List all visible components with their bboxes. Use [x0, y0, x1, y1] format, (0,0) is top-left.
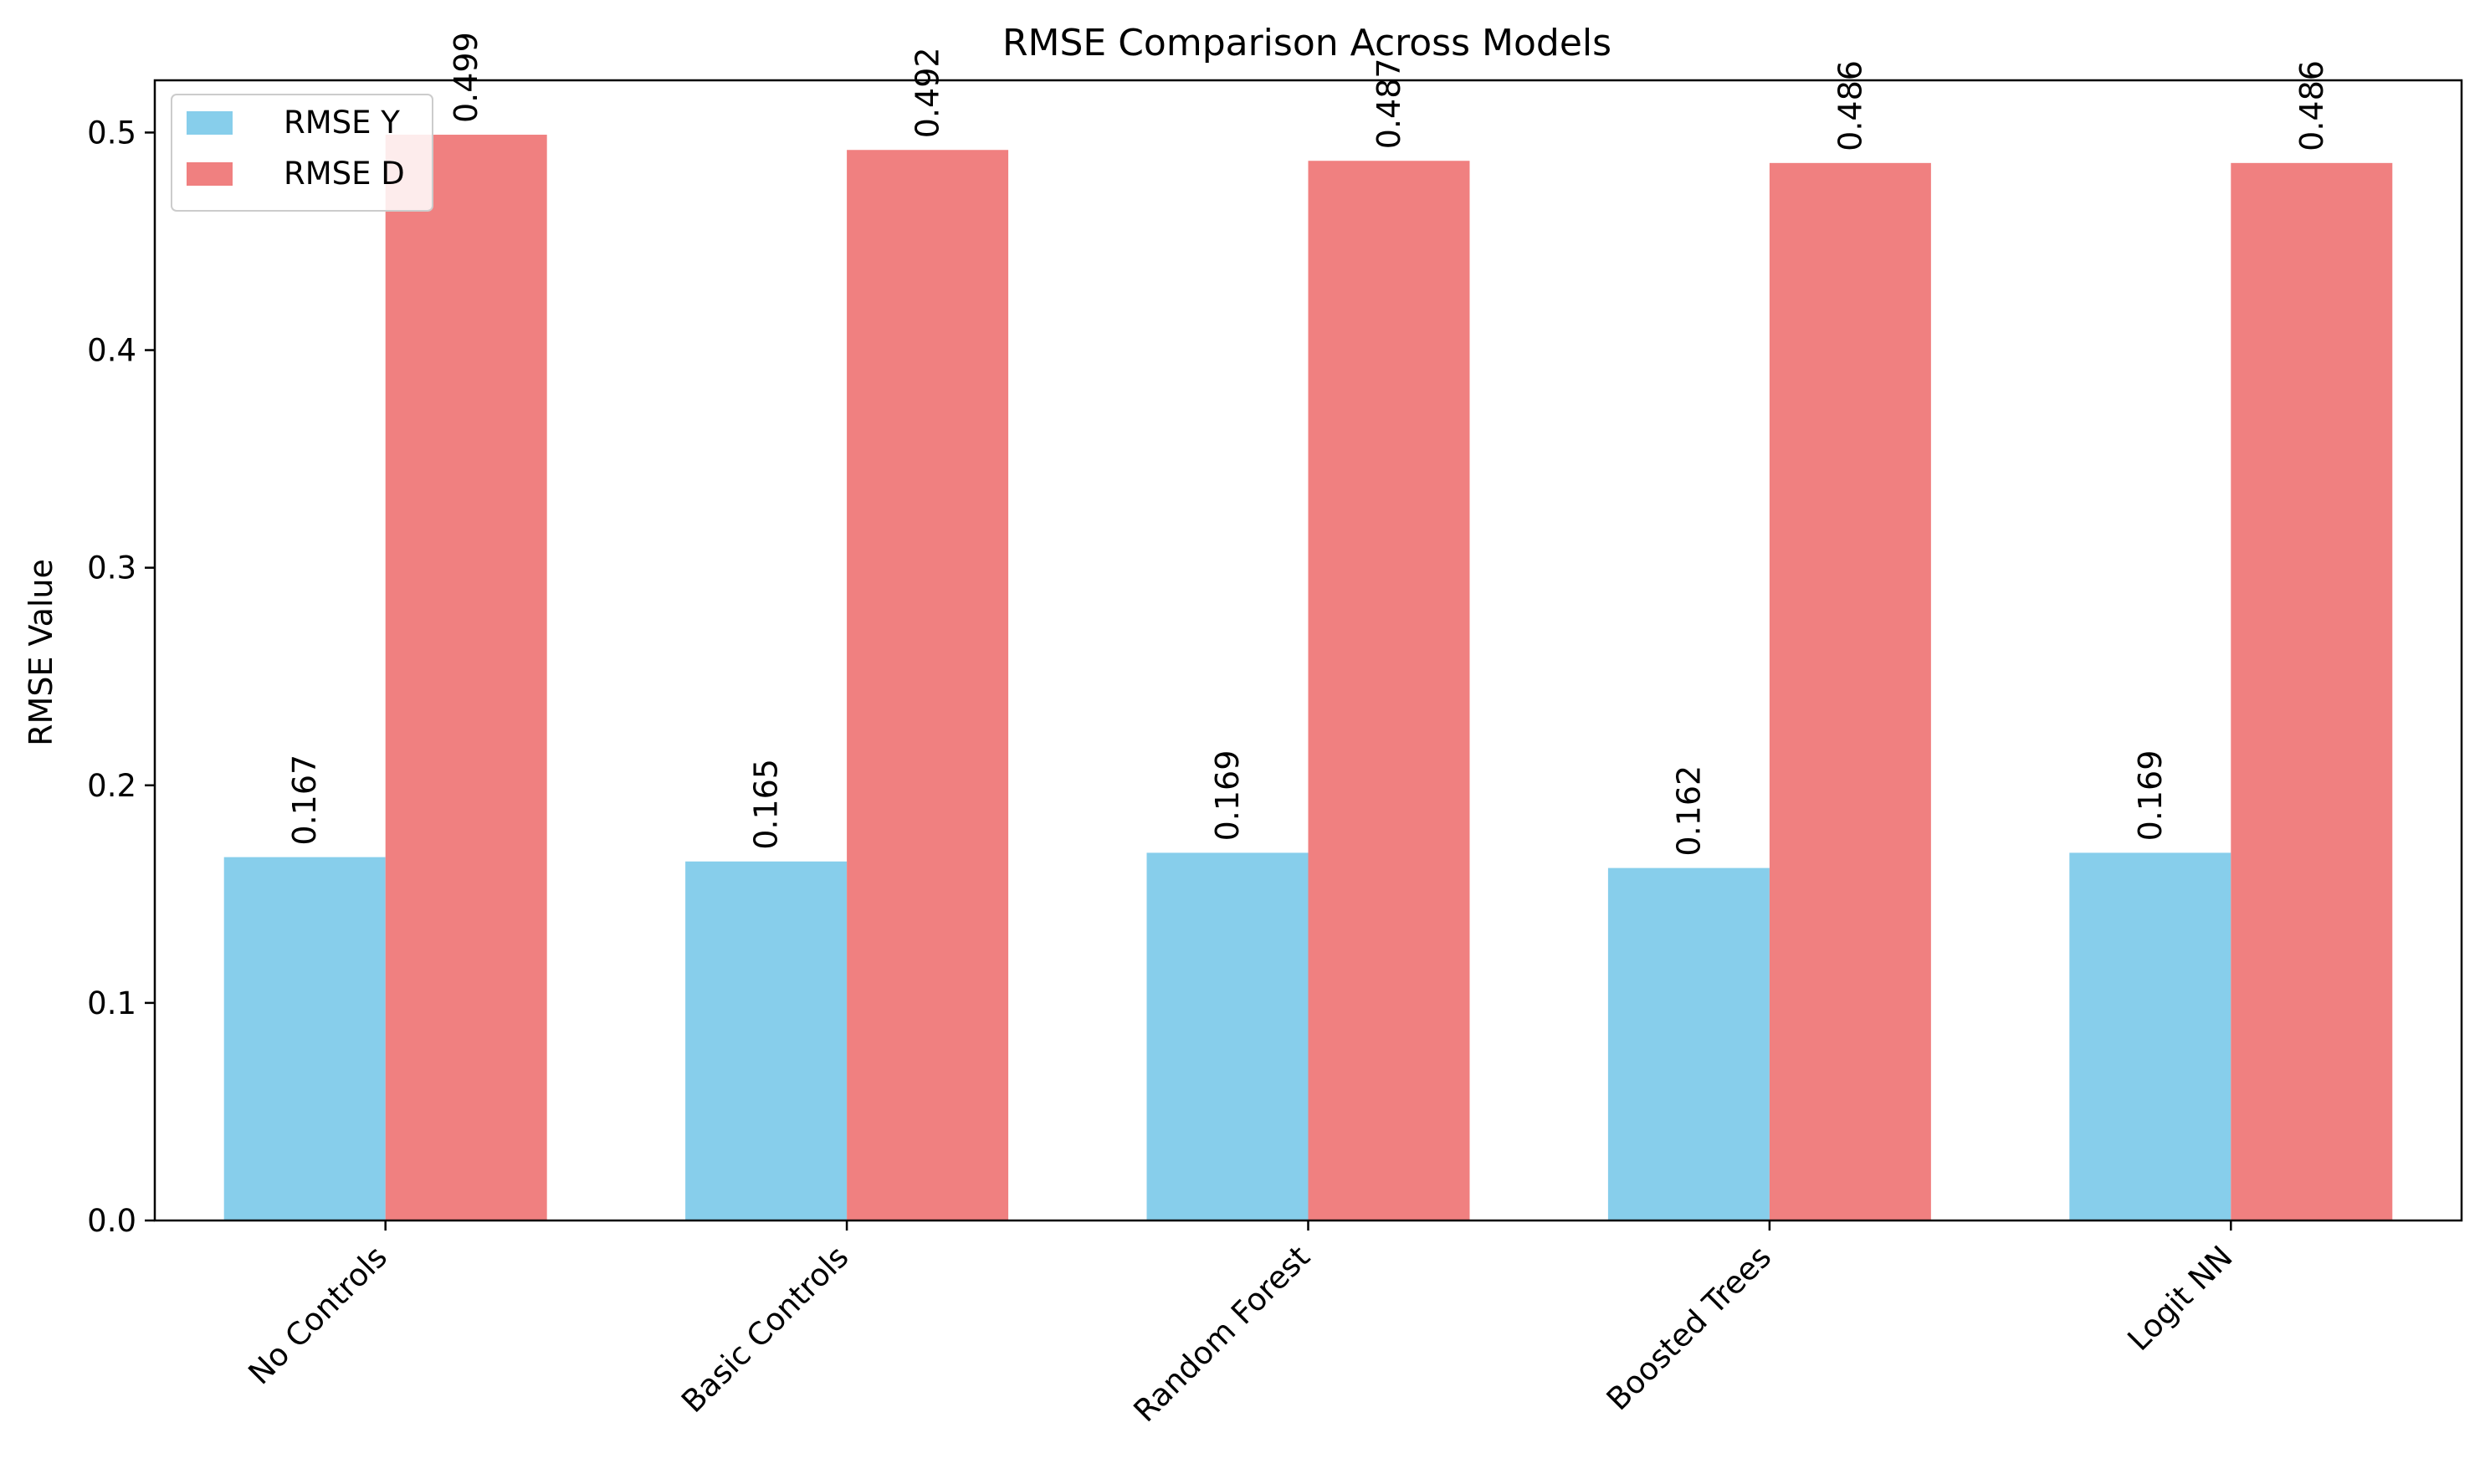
bar-value-label: 0.167	[286, 755, 323, 846]
bar-rmse-y-4	[2069, 852, 2231, 1220]
bar-value-label: 0.165	[748, 759, 785, 850]
y-axis-label: RMSE Value	[23, 559, 59, 746]
bar-value-label: 0.169	[2132, 750, 2169, 842]
legend-swatch-rmse-d	[187, 162, 233, 186]
y-tick-label: 0.4	[87, 333, 136, 369]
bar-value-label: 0.492	[909, 47, 946, 138]
bar-value-label: 0.499	[448, 32, 484, 123]
bar-rmse-d-4	[2231, 162, 2393, 1221]
bar-value-label: 0.486	[1832, 60, 1868, 151]
bar-value-label: 0.486	[2293, 60, 2330, 151]
y-tick-label: 0.1	[87, 985, 136, 1021]
bar-rmse-d-2	[1308, 161, 1470, 1221]
legend-box	[171, 94, 433, 212]
legend-label-rmse-d: RMSE D	[284, 156, 405, 192]
y-tick-label: 0.3	[87, 550, 136, 586]
bars-layer	[223, 135, 2393, 1221]
bar-rmse-y-3	[1607, 867, 1770, 1220]
bar-rmse-d-1	[847, 150, 1009, 1221]
y-tick-label: 0.5	[87, 115, 136, 151]
bar-rmse-d-3	[1769, 162, 1931, 1221]
y-tick-label: 0.2	[87, 768, 136, 804]
axes-layer	[145, 79, 2463, 1231]
bar-value-label: 0.162	[1670, 765, 1707, 857]
bar-rmse-y-0	[223, 857, 386, 1220]
bar-rmse-y-2	[1146, 852, 1309, 1220]
bar-rmse-d-0	[385, 135, 547, 1220]
legend-swatch-rmse-y	[187, 111, 233, 135]
chart-title: RMSE Comparison Across Models	[1002, 22, 1611, 64]
bar-value-label: 0.487	[1371, 58, 1407, 149]
bar-rmse-y-1	[685, 861, 848, 1220]
legend-label-rmse-y: RMSE Y	[284, 105, 400, 141]
bar-value-label: 0.169	[1209, 750, 1246, 842]
legend: RMSE Y RMSE D	[171, 94, 433, 212]
y-tick-label: 0.0	[87, 1203, 136, 1239]
